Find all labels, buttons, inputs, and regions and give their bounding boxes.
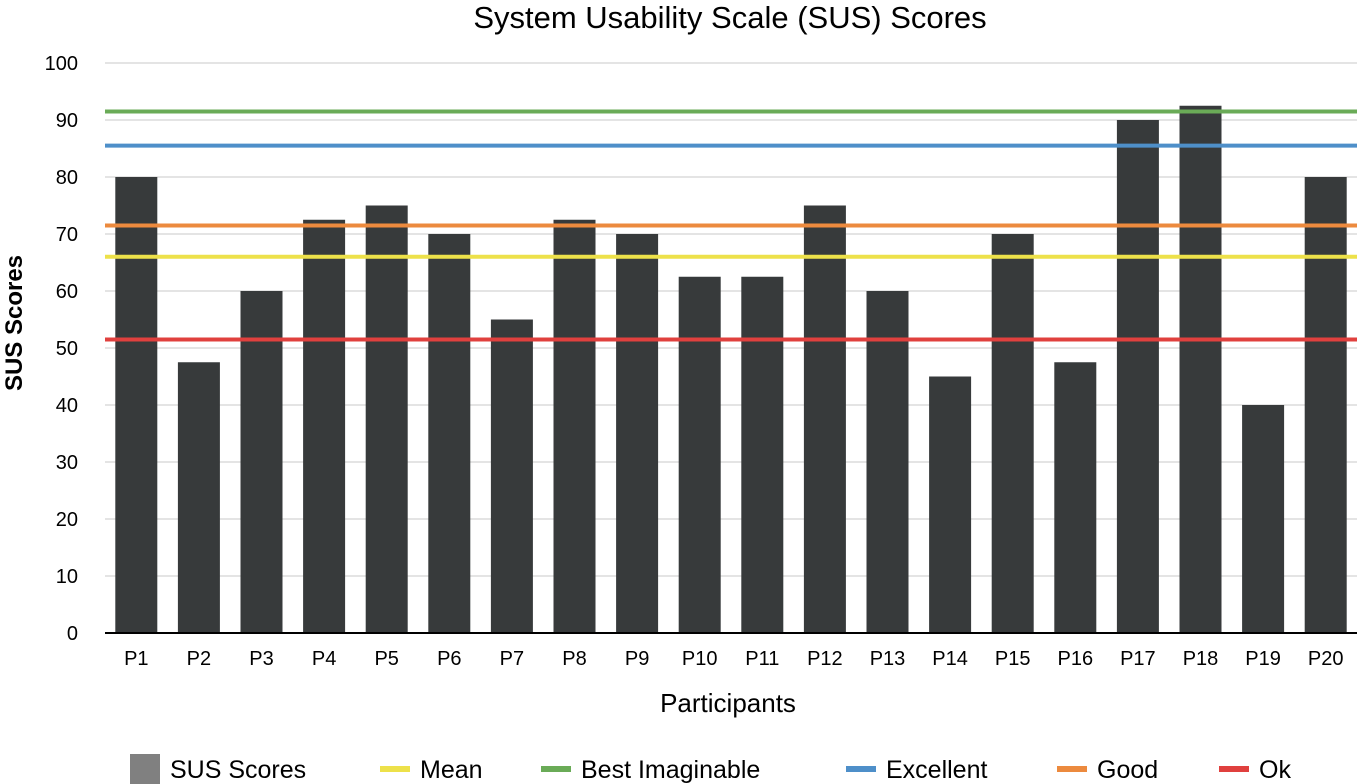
bar-p3 [240, 291, 283, 633]
y-tick-label: 0 [67, 623, 78, 645]
bar-p10 [678, 276, 721, 633]
y-tick-label: 100 [45, 53, 78, 75]
legend-label: Best Imaginable [581, 756, 760, 784]
x-tick-label: P16 [1058, 648, 1094, 670]
legend-item-good: Good [1057, 756, 1158, 784]
legend-swatch [130, 754, 160, 784]
bar-p2 [177, 362, 220, 633]
legend: SUS Scores Mean Best Imaginable Excellent Go… [130, 754, 1291, 784]
x-tick-label: P18 [1183, 648, 1219, 670]
y-tick-label: 60 [56, 281, 78, 303]
y-tick-label: 10 [56, 566, 78, 588]
x-axis-label: Participants [660, 688, 796, 718]
y-tick-label: 20 [56, 509, 78, 531]
bar-p1 [115, 177, 158, 633]
bar-p7 [490, 319, 533, 633]
legend-item-mean: Mean [380, 756, 483, 784]
bar-p6 [428, 234, 471, 633]
bar-p16 [1054, 362, 1097, 633]
x-axis-ticks: P1 P2 P3 P4 P5 P6 P7 P8 P9 P10 P11 P12 P13 P14 P15 P16 P… [124, 648, 1343, 670]
y-tick-label: 50 [56, 338, 78, 360]
bar-p11 [741, 276, 784, 633]
bars [115, 105, 1347, 633]
chart-title: System Usability Scale (SUS) Scores [473, 0, 986, 35]
bar-p8 [553, 219, 596, 633]
bar-p9 [616, 234, 659, 633]
legend-label: Ok [1259, 756, 1291, 784]
x-tick-label: P11 [745, 648, 779, 670]
x-tick-label: P3 [249, 648, 273, 670]
bar-p15 [991, 234, 1034, 633]
x-tick-label: P5 [374, 648, 398, 670]
gridlines [105, 62, 1357, 577]
legend-label: Excellent [886, 756, 987, 784]
x-tick-label: P14 [932, 648, 968, 670]
bar-p12 [803, 205, 846, 633]
x-tick-label: P15 [995, 648, 1031, 670]
bar-p17 [1116, 120, 1159, 633]
bar-p13 [866, 291, 909, 633]
y-tick-label: 30 [56, 452, 78, 474]
x-tick-label: P1 [124, 648, 148, 670]
y-axis-ticks: 0 10 20 30 40 50 60 70 80 90 100 [45, 53, 78, 645]
x-tick-label: P4 [312, 648, 336, 670]
y-tick-label: 90 [56, 110, 78, 132]
y-tick-label: 70 [56, 224, 78, 246]
legend-label: Good [1097, 756, 1158, 784]
bar-p4 [303, 219, 346, 633]
bar-p14 [929, 376, 972, 633]
bar-p19 [1242, 405, 1285, 633]
bar-p20 [1304, 177, 1347, 633]
legend-label: Mean [420, 756, 483, 784]
x-tick-label: P9 [625, 648, 649, 670]
bar-p18 [1179, 105, 1222, 633]
x-tick-label: P20 [1308, 648, 1344, 670]
legend-item-ok: Ok [1219, 756, 1291, 784]
legend-label: SUS Scores [170, 756, 306, 784]
x-tick-label: P7 [500, 648, 524, 670]
x-tick-label: P6 [437, 648, 461, 670]
x-tick-label: P19 [1245, 648, 1281, 670]
x-tick-label: P10 [682, 648, 718, 670]
y-axis-label: SUS Scores [1, 255, 28, 391]
y-tick-label: 40 [56, 395, 78, 417]
legend-item-best-imaginable: Best Imaginable [541, 756, 760, 784]
x-tick-label: P12 [807, 648, 843, 670]
bar-p5 [365, 205, 408, 633]
x-tick-label: P8 [562, 648, 586, 670]
x-tick-label: P2 [187, 648, 211, 670]
legend-item-excellent: Excellent [846, 756, 987, 784]
y-tick-label: 80 [56, 167, 78, 189]
x-tick-label: P17 [1120, 648, 1156, 670]
reference-lines [105, 109, 1357, 342]
x-tick-label: P13 [870, 648, 906, 670]
legend-item-sus-scores: SUS Scores [130, 754, 306, 784]
